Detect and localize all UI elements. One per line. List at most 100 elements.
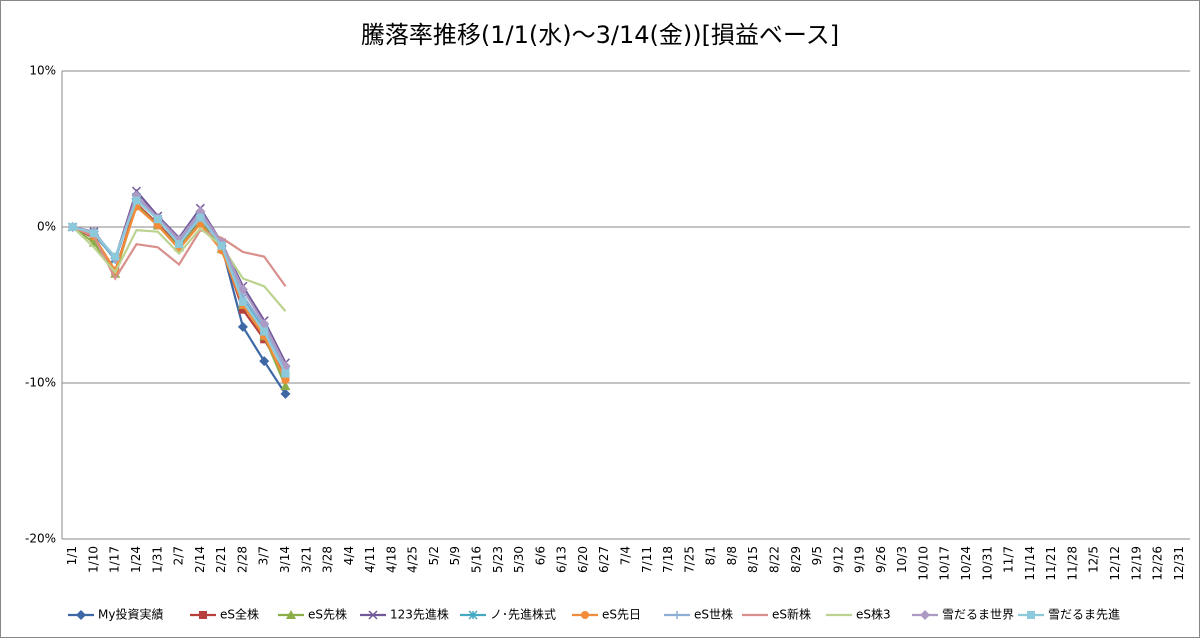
marker xyxy=(68,223,77,231)
x-tick-label: 1/10 xyxy=(86,546,100,573)
marker xyxy=(199,611,207,619)
legend-label: eS株3 xyxy=(856,607,891,622)
marker xyxy=(673,611,681,619)
x-tick-label: 6/13 xyxy=(555,546,569,573)
x-tick-label: 2/14 xyxy=(193,546,207,573)
x-tick-label: 4/4 xyxy=(342,546,356,565)
marker xyxy=(286,610,296,619)
x-tick-label: 5/30 xyxy=(512,546,526,573)
y-tick-label: 10% xyxy=(29,64,56,78)
x-tick-label: 12/12 xyxy=(1108,546,1122,581)
x-tick-label: 10/31 xyxy=(980,546,994,581)
legend-label: eS世株 xyxy=(694,607,733,622)
x-tick-label: 7/25 xyxy=(682,546,696,573)
x-tick-label: 4/11 xyxy=(363,546,377,573)
x-tick-label: 2/28 xyxy=(235,546,249,573)
x-tick-label: 3/7 xyxy=(257,546,271,565)
marker xyxy=(89,229,98,238)
x-tick-label: 10/10 xyxy=(916,546,930,581)
series-line xyxy=(71,226,287,312)
legend-label: 雪だるま先進 xyxy=(1048,608,1120,622)
x-tick-label: 1/17 xyxy=(108,546,122,573)
x-tick-label: 6/6 xyxy=(533,546,547,565)
x-tick-label: 7/11 xyxy=(640,546,654,573)
x-tick-label: 12/26 xyxy=(1151,546,1165,581)
marker xyxy=(280,381,291,391)
marker xyxy=(237,284,248,295)
x-tick-label: 12/5 xyxy=(1087,546,1101,573)
x-tick-label: 9/12 xyxy=(831,546,845,573)
marker xyxy=(468,610,478,620)
x-tick-label: 6/20 xyxy=(576,546,590,573)
marker xyxy=(1027,611,1035,619)
marker xyxy=(238,305,247,314)
x-tick-label: 7/4 xyxy=(619,546,633,565)
x-tick-label: 3/14 xyxy=(278,546,292,573)
x-tick-label: 10/24 xyxy=(959,546,973,581)
x-tick-label: 9/26 xyxy=(874,546,888,573)
x-tick-label: 12/19 xyxy=(1129,546,1143,581)
x-tick-label: 12/31 xyxy=(1172,546,1186,581)
marker xyxy=(280,388,291,399)
x-tick-label: 5/23 xyxy=(491,546,505,573)
x-tick-label: 2/7 xyxy=(172,546,186,565)
x-tick-label: 1/31 xyxy=(150,546,164,573)
legend-label: eS先日 xyxy=(602,608,641,622)
legend-label: My投資実績 xyxy=(98,607,163,622)
chart-title: 騰落率推移(1/1(水)～3/14(金))[損益ベース] xyxy=(361,21,839,49)
x-tick-label: 5/2 xyxy=(427,546,441,565)
marker xyxy=(259,356,270,367)
x-tick-label: 9/5 xyxy=(810,546,824,565)
x-tick-label: 10/17 xyxy=(938,546,952,581)
x-tick-label: 8/8 xyxy=(725,546,739,565)
marker xyxy=(175,240,184,249)
marker xyxy=(920,610,930,620)
legend-label: ノ･先進株式 xyxy=(490,607,556,622)
marker xyxy=(196,213,205,222)
legend-label: eS全株 xyxy=(220,607,259,622)
marker xyxy=(217,241,226,250)
legend-label: eS新株 xyxy=(772,607,811,622)
marker xyxy=(281,375,290,384)
y-tick-label: 0% xyxy=(37,220,56,234)
x-tick-label: 6/27 xyxy=(597,546,611,573)
x-tick-label: 8/22 xyxy=(767,546,781,573)
x-tick-label: 11/28 xyxy=(1065,546,1079,581)
marker xyxy=(76,610,86,620)
x-tick-label: 11/7 xyxy=(1002,546,1016,573)
x-tick-label: 3/21 xyxy=(299,546,313,573)
x-tick-label: 7/18 xyxy=(661,546,675,573)
y-tick-label: -10% xyxy=(25,376,56,390)
x-tick-label: 2/21 xyxy=(214,546,228,573)
marker xyxy=(153,221,162,230)
x-tick-label: 8/29 xyxy=(789,546,803,573)
y-tick-label: -20% xyxy=(25,532,56,546)
x-tick-label: 5/16 xyxy=(470,546,484,573)
marker xyxy=(368,610,378,620)
legend-label: eS先株 xyxy=(308,607,347,622)
legend-label: 雪だるま世界 xyxy=(942,608,1014,622)
x-tick-label: 11/21 xyxy=(1044,546,1058,581)
x-tick-label: 11/14 xyxy=(1023,546,1037,581)
marker xyxy=(237,321,248,332)
marker xyxy=(581,611,589,619)
marker xyxy=(153,215,162,224)
marker xyxy=(238,297,247,306)
x-tick-label: 9/19 xyxy=(853,546,867,573)
marker xyxy=(281,369,290,378)
x-tick-label: 1/1 xyxy=(65,546,79,565)
x-tick-label: 10/3 xyxy=(895,546,909,573)
marker xyxy=(132,196,141,205)
x-tick-label: 8/1 xyxy=(704,546,718,565)
legend-label: 123先進株 xyxy=(390,607,449,622)
x-tick-label: 1/24 xyxy=(129,546,143,573)
x-tick-label: 5/9 xyxy=(448,546,462,565)
marker xyxy=(111,252,120,261)
marker xyxy=(260,327,269,336)
x-tick-label: 3/28 xyxy=(321,546,335,573)
x-tick-label: 4/18 xyxy=(384,546,398,573)
x-tick-label: 8/15 xyxy=(746,546,760,573)
x-tick-label: 4/25 xyxy=(406,546,420,573)
